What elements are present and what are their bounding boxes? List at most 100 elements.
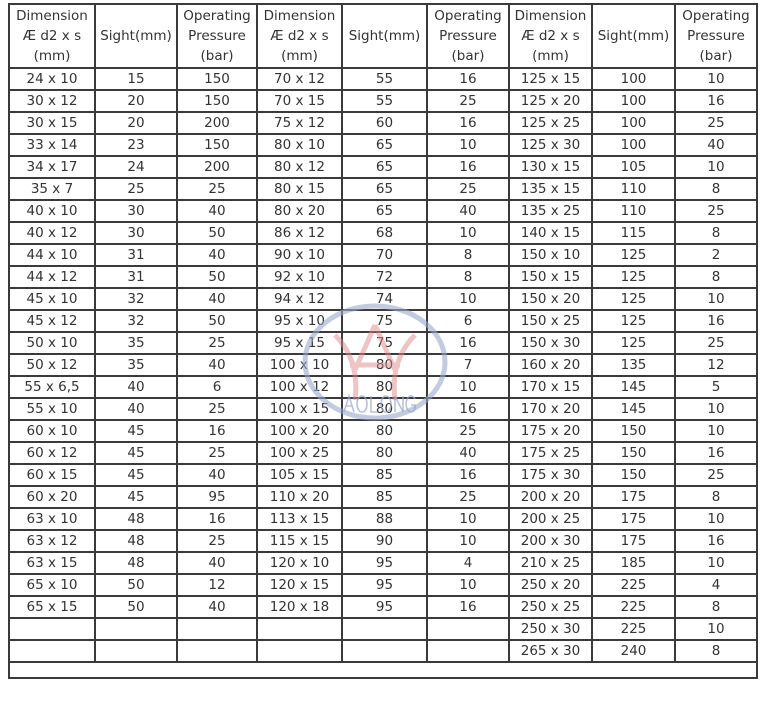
table-cell: 80: [341, 375, 428, 399]
table-cell: 120 x 10: [256, 551, 343, 575]
table-cell: 150: [591, 441, 676, 465]
table-row: 30 x 12 20 150 70 x 15 55 25 125 x 20 100 16: [8, 89, 758, 113]
table-cell: 60 x 15: [8, 463, 96, 487]
table-row: 65 x 15 50 40 120 x 18 95 16 250 x 25 225 8: [8, 595, 758, 619]
table-cell: 45 x 10: [8, 287, 96, 311]
table-cell: 110: [591, 177, 676, 201]
table-cell: 25: [426, 177, 510, 201]
table-row: 40 x 12 30 50 86 x 12 68 10 140 x 15 115 8: [8, 221, 758, 245]
table-cell: 44 x 10: [8, 243, 96, 267]
table-cell: 40: [176, 287, 258, 311]
table-cell: 150: [591, 463, 676, 487]
table-cell: 65: [341, 177, 428, 201]
table-cell: 100 x 12: [256, 375, 343, 399]
table-cell: 75 x 12: [256, 111, 343, 135]
table-cell: 65 x 15: [8, 595, 96, 619]
table-cell: 120 x 18: [256, 595, 343, 619]
table-cell: 6: [426, 309, 510, 333]
table-cell: 250 x 25: [508, 595, 593, 619]
specs-table: Dimension Æ d2 x s (mm) Sight(mm) Operatin…: [8, 3, 758, 679]
table-cell: 30: [94, 221, 178, 245]
table-cell: 150 x 10: [508, 243, 593, 267]
table-cell: 63 x 10: [8, 507, 96, 531]
table-cell: 45: [94, 485, 178, 509]
table-cell: [94, 639, 178, 663]
table-cell: 35 x 7: [8, 177, 96, 201]
table-cell: 40: [176, 595, 258, 619]
table-cell: 8: [426, 265, 510, 289]
table-cell: 95 x 15: [256, 331, 343, 355]
table-cell: 16: [674, 529, 758, 553]
table-cell: 50: [176, 265, 258, 289]
table-cell: 16: [674, 89, 758, 113]
table-cell: 130 x 15: [508, 155, 593, 179]
table-cell: 113 x 15: [256, 507, 343, 531]
table-cell: 55 x 6,5: [8, 375, 96, 399]
table-cell: 31: [94, 265, 178, 289]
table-row: 44 x 12 31 50 92 x 10 72 8 150 x 15 125 8: [8, 265, 758, 289]
table-cell: 92 x 10: [256, 265, 343, 289]
table-cell: 50: [176, 309, 258, 333]
table-row: 60 x 15 45 40 105 x 15 85 16 175 x 30 150 25: [8, 463, 758, 487]
table-cell: 175 x 20: [508, 419, 593, 443]
table-cell: 8: [674, 265, 758, 289]
table-cell: 140 x 15: [508, 221, 593, 245]
table-cell: 175: [591, 507, 676, 531]
table-cell: 74: [341, 287, 428, 311]
table-cell: 16: [176, 507, 258, 531]
table-cell: 185: [591, 551, 676, 575]
table-cell: 25: [176, 331, 258, 355]
table-cell: 170 x 20: [508, 397, 593, 421]
table-row: 45 x 10 32 40 94 x 12 74 10 150 x 20 125 10: [8, 287, 758, 311]
table-cell: 175 x 25: [508, 441, 593, 465]
table-cell: 10: [674, 287, 758, 311]
table-cell: 150: [176, 133, 258, 157]
table-cell: 48: [94, 551, 178, 575]
table-cell: 30 x 12: [8, 89, 96, 113]
table-row: 60 x 12 45 25 100 x 25 80 40 175 x 25 150 16: [8, 441, 758, 465]
table-cell: 125: [591, 243, 676, 267]
table-cell: 16: [176, 419, 258, 443]
footer-row: [8, 661, 758, 679]
table-cell: 25: [176, 529, 258, 553]
table-cell: 90: [341, 529, 428, 553]
table-cell: 4: [426, 551, 510, 575]
table-cell: 125: [591, 309, 676, 333]
table-cell: 30 x 15: [8, 111, 96, 135]
table-cell: 85: [341, 463, 428, 487]
table-cell: [256, 617, 343, 641]
table-cell: 34 x 17: [8, 155, 96, 179]
column-header: Dimension Æ d2 x s (mm): [508, 3, 593, 69]
table-cell: 135 x 15: [508, 177, 593, 201]
table-cell: 105: [591, 155, 676, 179]
table-cell: 10: [426, 507, 510, 531]
table-cell: 10: [674, 155, 758, 179]
table-cell: 125 x 20: [508, 89, 593, 113]
table-cell: 40: [176, 463, 258, 487]
table-cell: [94, 617, 178, 641]
table-cell: 60 x 20: [8, 485, 96, 509]
table-cell: 25: [426, 419, 510, 443]
table-cell: 80: [341, 353, 428, 377]
table-cell: 100 x 20: [256, 419, 343, 443]
table-cell: 100 x 15: [256, 397, 343, 421]
table-cell: 16: [426, 595, 510, 619]
table-cell: 40: [176, 243, 258, 267]
table-row: 55 x 6,5 40 6 100 x 12 80 10 170 x 15 145 5: [8, 375, 758, 399]
table-cell: 2: [674, 243, 758, 267]
column-header: Sight(mm): [341, 3, 428, 69]
column-header: Operating Pressure (bar): [426, 3, 510, 69]
table-cell: 63 x 15: [8, 551, 96, 575]
table-cell: 80 x 10: [256, 133, 343, 157]
table-cell: 225: [591, 595, 676, 619]
table-cell: 30: [94, 199, 178, 223]
table-row: 265 x 30 240 8: [8, 639, 758, 663]
table-row: 65 x 10 50 12 120 x 15 95 10 250 x 20 225 4: [8, 573, 758, 597]
table-cell: 150: [591, 419, 676, 443]
table-cell: 16: [674, 309, 758, 333]
table-cell: 50: [94, 595, 178, 619]
table-cell: 12: [176, 573, 258, 597]
table-cell: 48: [94, 507, 178, 531]
table-cell: 33 x 14: [8, 133, 96, 157]
table-cell: 80: [341, 397, 428, 421]
